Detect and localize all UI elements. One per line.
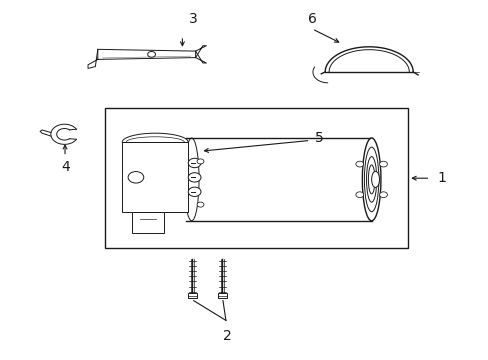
Text: 6: 6 <box>307 12 316 26</box>
Polygon shape <box>195 51 206 63</box>
Circle shape <box>188 187 201 197</box>
Circle shape <box>188 173 201 182</box>
Ellipse shape <box>367 165 374 194</box>
Circle shape <box>197 202 203 207</box>
Bar <box>105 108 407 248</box>
Ellipse shape <box>371 171 379 188</box>
Text: 2: 2 <box>223 329 231 342</box>
Text: 5: 5 <box>315 131 324 144</box>
Bar <box>132 212 163 233</box>
Circle shape <box>379 192 386 198</box>
Circle shape <box>197 159 203 164</box>
Circle shape <box>355 161 363 167</box>
Ellipse shape <box>362 138 380 221</box>
Polygon shape <box>88 49 98 68</box>
Circle shape <box>147 51 155 57</box>
Ellipse shape <box>184 138 199 221</box>
Ellipse shape <box>364 147 378 212</box>
Text: 1: 1 <box>437 171 446 185</box>
Circle shape <box>188 158 201 168</box>
Polygon shape <box>98 49 195 59</box>
Bar <box>187 293 196 298</box>
Ellipse shape <box>366 157 376 202</box>
Circle shape <box>379 161 386 167</box>
Text: 4: 4 <box>61 161 70 174</box>
Bar <box>122 142 188 212</box>
Bar <box>218 293 226 298</box>
Circle shape <box>355 192 363 198</box>
Polygon shape <box>195 46 206 58</box>
Circle shape <box>128 172 143 183</box>
Text: 3: 3 <box>188 12 197 26</box>
